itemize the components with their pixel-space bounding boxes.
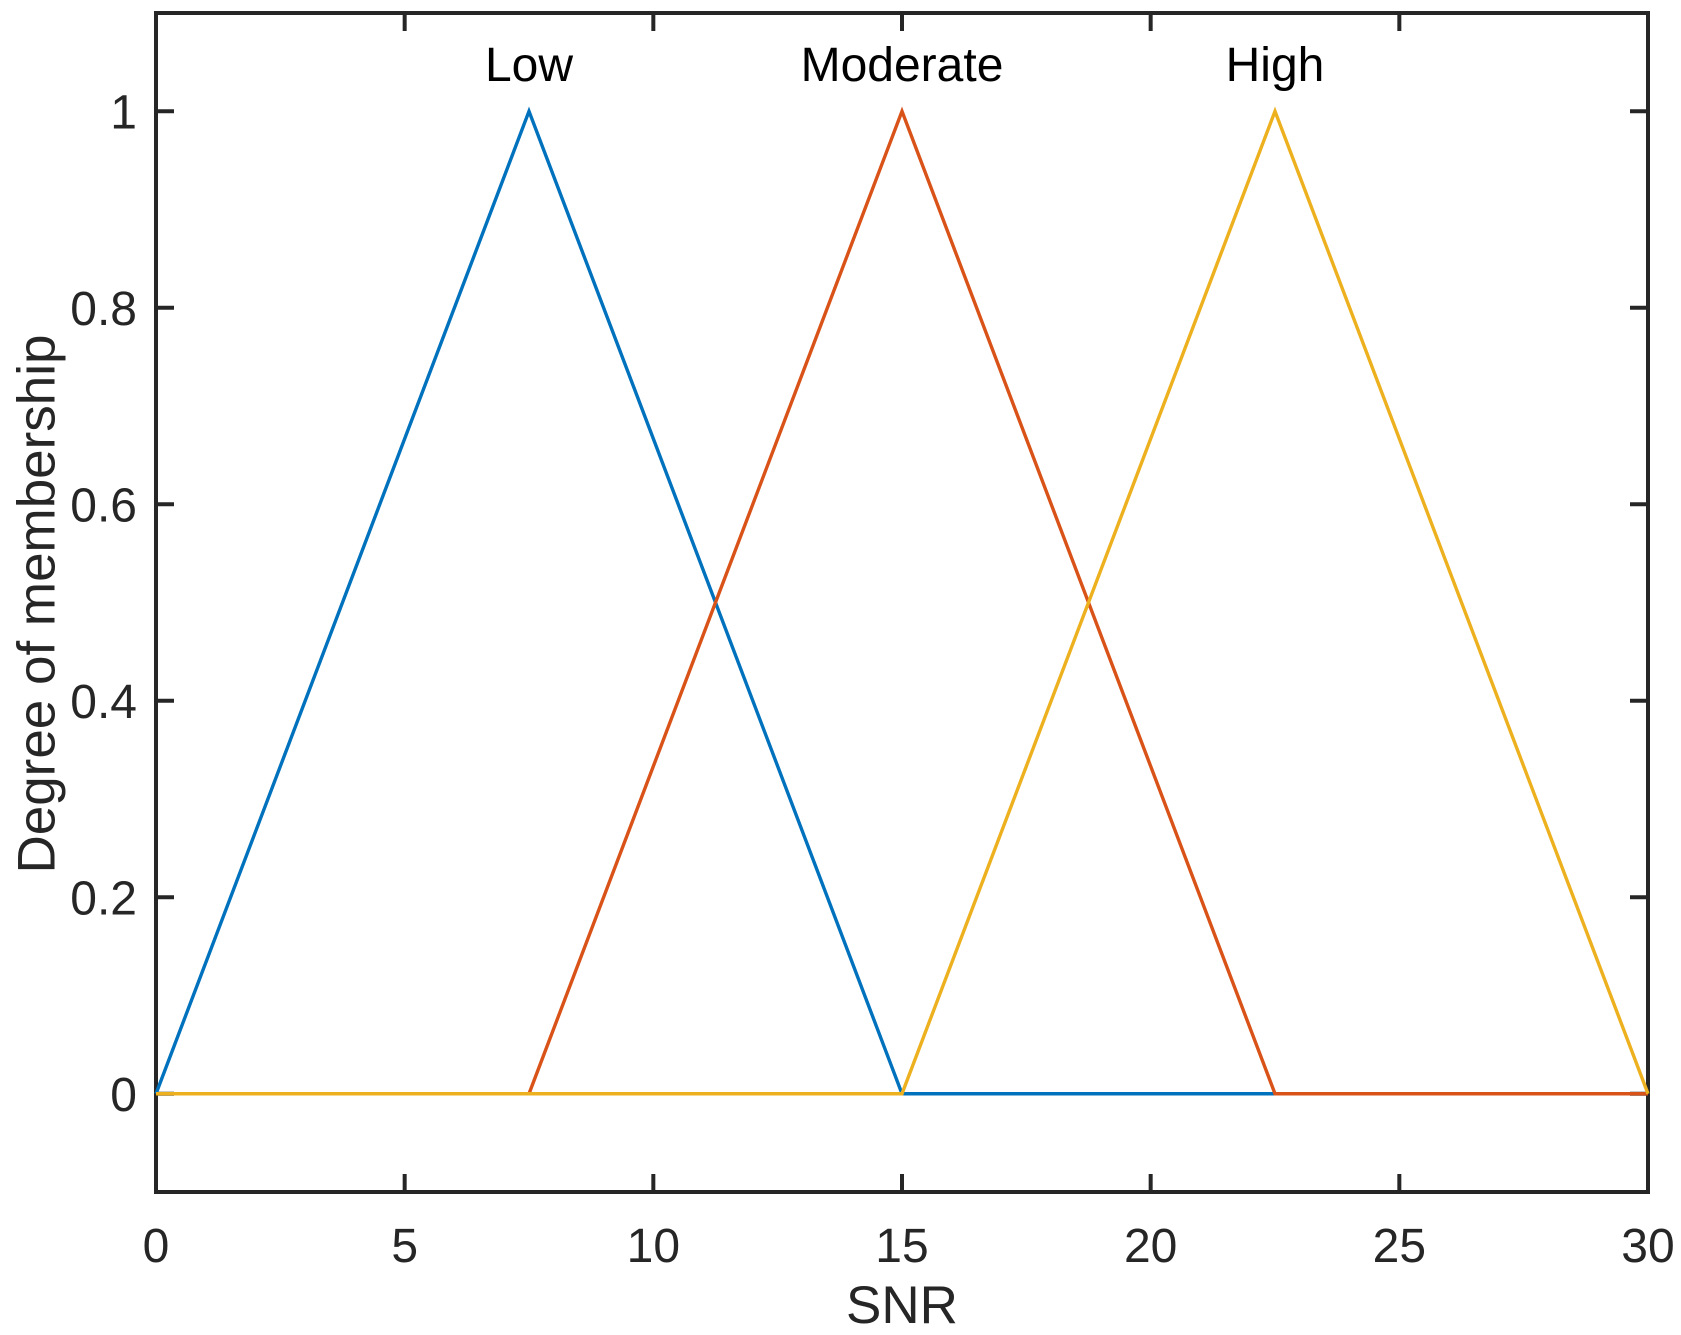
y-tick-label: 0.6 bbox=[70, 479, 137, 532]
x-tick-label: 20 bbox=[1124, 1220, 1177, 1273]
y-tick-label: 0.4 bbox=[70, 676, 137, 729]
axes-box bbox=[154, 11, 1650, 1194]
y-tick-label: 0.8 bbox=[70, 283, 137, 336]
x-tick-label: 15 bbox=[875, 1220, 928, 1273]
y-tick-label: 0.2 bbox=[70, 872, 137, 925]
y-axis-label: Degree of membership bbox=[7, 334, 67, 874]
x-tick-label: 30 bbox=[1621, 1220, 1674, 1273]
x-tick-label: 5 bbox=[391, 1220, 418, 1273]
mf-label-moderate: Moderate bbox=[800, 39, 1004, 92]
y-tick-label: 1 bbox=[110, 86, 137, 139]
mf-label-low: Low bbox=[484, 39, 574, 92]
x-axis-label: SNR bbox=[846, 1276, 958, 1335]
mf-label-high: High bbox=[1225, 39, 1325, 92]
y-tick-label: 0 bbox=[110, 1069, 137, 1122]
series-line-moderate bbox=[156, 106, 1648, 1096]
series-line-low bbox=[154, 106, 1648, 1096]
x-tick-label: 10 bbox=[627, 1220, 680, 1273]
x-tick-label: 0 bbox=[143, 1220, 170, 1273]
x-tick-label: 25 bbox=[1373, 1220, 1426, 1273]
series-line-high bbox=[156, 106, 1650, 1096]
